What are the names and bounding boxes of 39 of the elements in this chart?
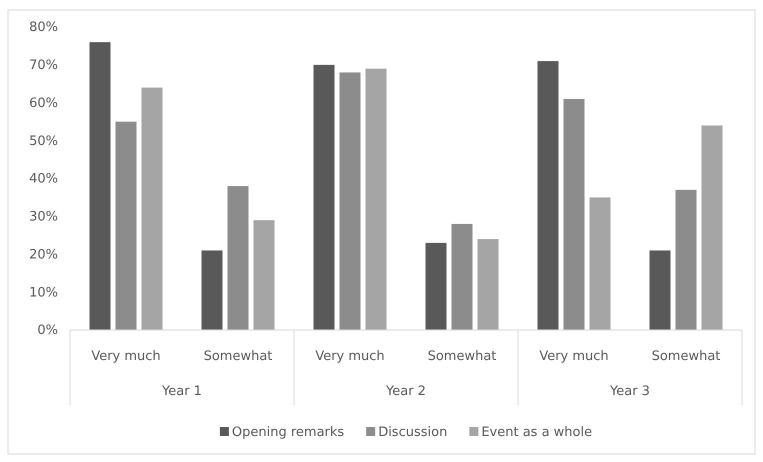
y-tick-label: 40%	[29, 172, 58, 187]
bar	[702, 125, 722, 330]
bar	[142, 88, 162, 330]
bar	[590, 197, 610, 330]
y-tick-label: 10%	[29, 285, 58, 300]
y-tick-label: 0%	[37, 323, 58, 338]
bar	[90, 42, 110, 330]
bar	[228, 186, 248, 330]
legend-label: Event as a whole	[481, 425, 592, 440]
text: Year 2	[385, 384, 426, 399]
bar	[340, 72, 360, 330]
y-tick-label: 80%	[29, 20, 58, 36]
text: Year 3	[609, 384, 650, 399]
bar	[650, 250, 670, 330]
legend-label: Discussion	[378, 425, 448, 440]
bar	[676, 190, 696, 330]
bar	[116, 122, 136, 330]
x-tick-label: Somewhat	[652, 349, 720, 364]
bar	[478, 239, 498, 330]
text: Year 1	[161, 384, 202, 399]
y-tick-label: 70%	[29, 58, 58, 74]
bar	[538, 61, 558, 330]
bar	[426, 242, 446, 330]
bar	[202, 250, 222, 330]
bar	[452, 224, 472, 330]
x-tick-label: Very much	[91, 349, 161, 364]
bar	[314, 64, 334, 330]
x-tick-label: Very much	[315, 349, 385, 364]
x-tick-label: Somewhat	[428, 349, 496, 364]
x-tick-label: Very much	[539, 349, 609, 364]
y-tick-label: 60%	[29, 96, 58, 111]
bar	[254, 220, 274, 330]
y-tick-label: 50%	[29, 134, 58, 149]
legend-label: Opening remarks	[232, 425, 344, 440]
y-tick-label: 20%	[29, 247, 58, 262]
bar	[564, 98, 584, 330]
bar	[366, 68, 386, 330]
y-tick-label: 30%	[29, 210, 58, 225]
x-tick-label: Somewhat	[204, 349, 272, 364]
